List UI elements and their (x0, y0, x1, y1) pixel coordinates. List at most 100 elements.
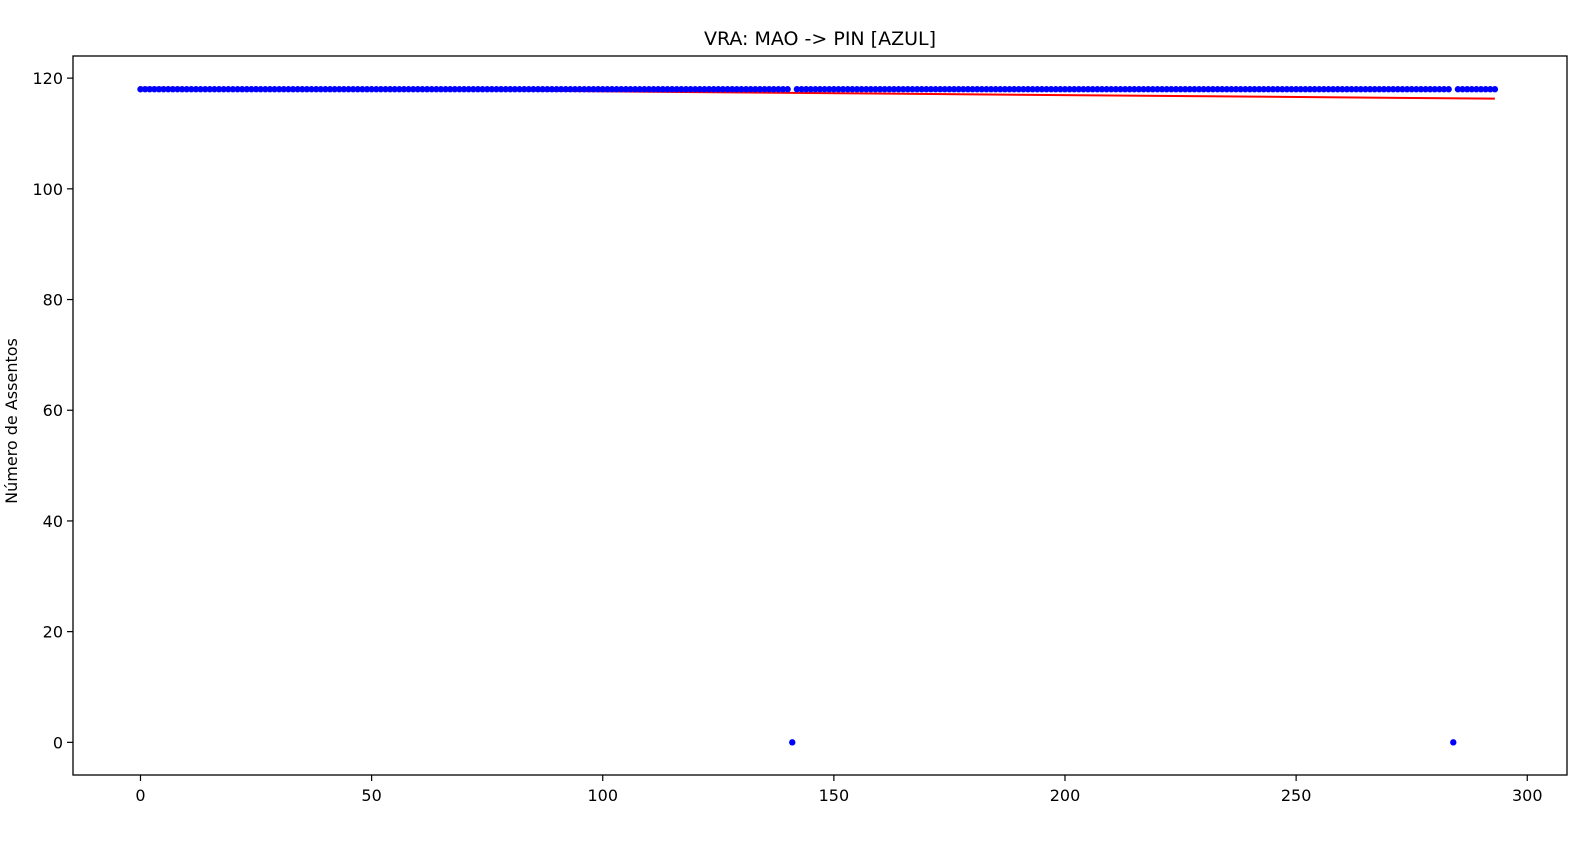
data-point (266, 86, 274, 93)
data-point (1329, 86, 1337, 93)
data-point (1098, 86, 1106, 93)
data-point (890, 86, 898, 93)
data-point (1339, 86, 1346, 93)
data-point (373, 86, 380, 93)
data-point (1043, 86, 1050, 93)
data-point (1385, 86, 1392, 93)
data-point (742, 86, 750, 93)
data-point (562, 86, 569, 93)
data-point (1269, 86, 1277, 93)
x-axis: 0 50 100 150 200 250 300 (135, 775, 1543, 805)
y-tick-label: 0 (53, 733, 63, 752)
data-point (770, 86, 777, 93)
data-point (1144, 86, 1152, 93)
data-point (548, 86, 556, 93)
data-point (197, 86, 204, 93)
data-point (1177, 86, 1184, 93)
data-point (821, 86, 828, 93)
data-point (1445, 86, 1452, 93)
data-point (1463, 86, 1471, 93)
data-point (1366, 86, 1374, 93)
y-axis-label: Número de Assentos (2, 338, 21, 504)
data-point (872, 86, 879, 93)
data-point (655, 86, 662, 93)
data-point (576, 86, 583, 93)
data-point (386, 86, 394, 93)
data-point (1121, 86, 1129, 93)
data-point (830, 86, 838, 93)
data-point (682, 86, 690, 93)
data-point (1399, 86, 1406, 93)
data-point (1108, 86, 1115, 93)
data-point (1214, 86, 1221, 93)
data-point (1112, 86, 1120, 93)
data-point (229, 86, 237, 93)
data-point (636, 86, 643, 93)
data-point (1117, 86, 1124, 93)
data-point (192, 86, 200, 93)
data-point (775, 86, 782, 93)
data-point (280, 86, 287, 93)
data-point (733, 86, 740, 93)
data-point (1084, 86, 1092, 93)
data-point (1394, 86, 1402, 93)
data-point (345, 86, 352, 93)
data-point (950, 86, 958, 93)
data-point (516, 86, 523, 93)
data-point (141, 86, 149, 93)
data-point (1408, 86, 1415, 93)
data-point (423, 86, 431, 93)
data-point (1024, 86, 1032, 93)
data-point (604, 86, 611, 93)
data-point (1205, 86, 1212, 93)
data-point (1380, 86, 1388, 93)
data-point (1403, 86, 1411, 93)
data-point (1311, 86, 1318, 93)
data-point (969, 86, 976, 93)
x-tick-label: 150 (819, 786, 850, 805)
data-point (895, 86, 902, 93)
data-point (641, 86, 648, 93)
data-point (613, 86, 620, 93)
data-point (1477, 86, 1485, 93)
data-point (784, 86, 791, 93)
data-point (747, 86, 754, 93)
data-point (202, 86, 209, 93)
data-point (904, 86, 912, 93)
data-point (520, 86, 528, 93)
data-point (271, 86, 278, 93)
data-point (599, 86, 606, 93)
data-point (354, 86, 361, 93)
data-point (1348, 86, 1355, 93)
x-tick-label: 200 (1050, 786, 1081, 805)
x-tick-label: 300 (1512, 786, 1543, 805)
data-point (941, 86, 949, 93)
data-point (946, 86, 953, 93)
plot-frame (72, 55, 1568, 776)
data-point (765, 86, 773, 93)
data-point (668, 86, 676, 93)
y-tick-label: 120 (32, 69, 63, 88)
data-point (1195, 86, 1203, 93)
data-point (1209, 86, 1217, 93)
data-point (433, 86, 440, 93)
data-point (1163, 86, 1170, 93)
data-point (1080, 86, 1087, 93)
data-point (326, 86, 334, 93)
data-point (1047, 86, 1055, 93)
data-point (1038, 86, 1046, 93)
data-point (798, 86, 805, 93)
x-tick-label: 50 (361, 786, 381, 805)
data-point (752, 86, 759, 93)
data-point (446, 86, 454, 93)
data-point (622, 86, 630, 93)
data-point (1071, 86, 1078, 93)
data-point (816, 86, 824, 93)
data-point (1246, 86, 1254, 93)
data-point (581, 86, 588, 93)
data-point (673, 86, 680, 93)
data-point (761, 86, 768, 93)
data-point (1283, 86, 1291, 93)
data-point (705, 86, 713, 93)
